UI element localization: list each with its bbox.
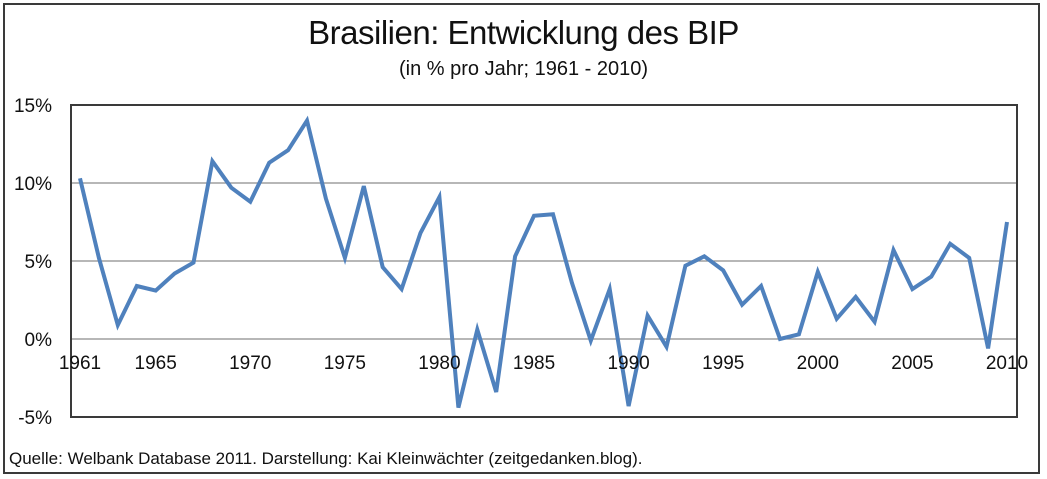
x-tick-label: 1980 [418,353,460,374]
x-tick-label: 1961 [59,353,101,374]
series-group [78,115,1009,409]
y-tick-label: 5% [25,252,53,273]
x-tick-label: 1985 [513,353,555,374]
chart-title: Brasilien: Entwicklung des BIP [308,14,739,51]
y-axis-ticks: -5% 0% 5% 10% 15% [14,96,52,429]
chart-subtitle: (in % pro Jahr; 1961 - 2010) [398,58,649,80]
series-line [78,115,1009,409]
x-tick-label: 1990 [607,353,649,374]
x-tick-label: 2010 [986,353,1028,374]
y-tick-label: 10% [14,174,52,195]
x-tick-label: 1965 [135,353,177,374]
x-tick-label: 2000 [797,353,839,374]
x-tick-label: 1995 [702,353,744,374]
y-tick-label: 15% [14,96,52,117]
y-tick-label: 0% [25,330,53,351]
source-note: Quelle: Welbank Database 2011. Darstellu… [9,449,643,468]
plot-area-border [70,104,1018,418]
x-tick-label: 1970 [229,353,271,374]
y-tick-label: -5% [18,408,52,429]
x-tick-label: 1975 [324,353,366,374]
x-axis-ticks: 1961 1965 1970 1975 1980 1985 1990 1995 2000 2005… [59,353,1028,374]
x-tick-label: 2005 [891,353,933,374]
